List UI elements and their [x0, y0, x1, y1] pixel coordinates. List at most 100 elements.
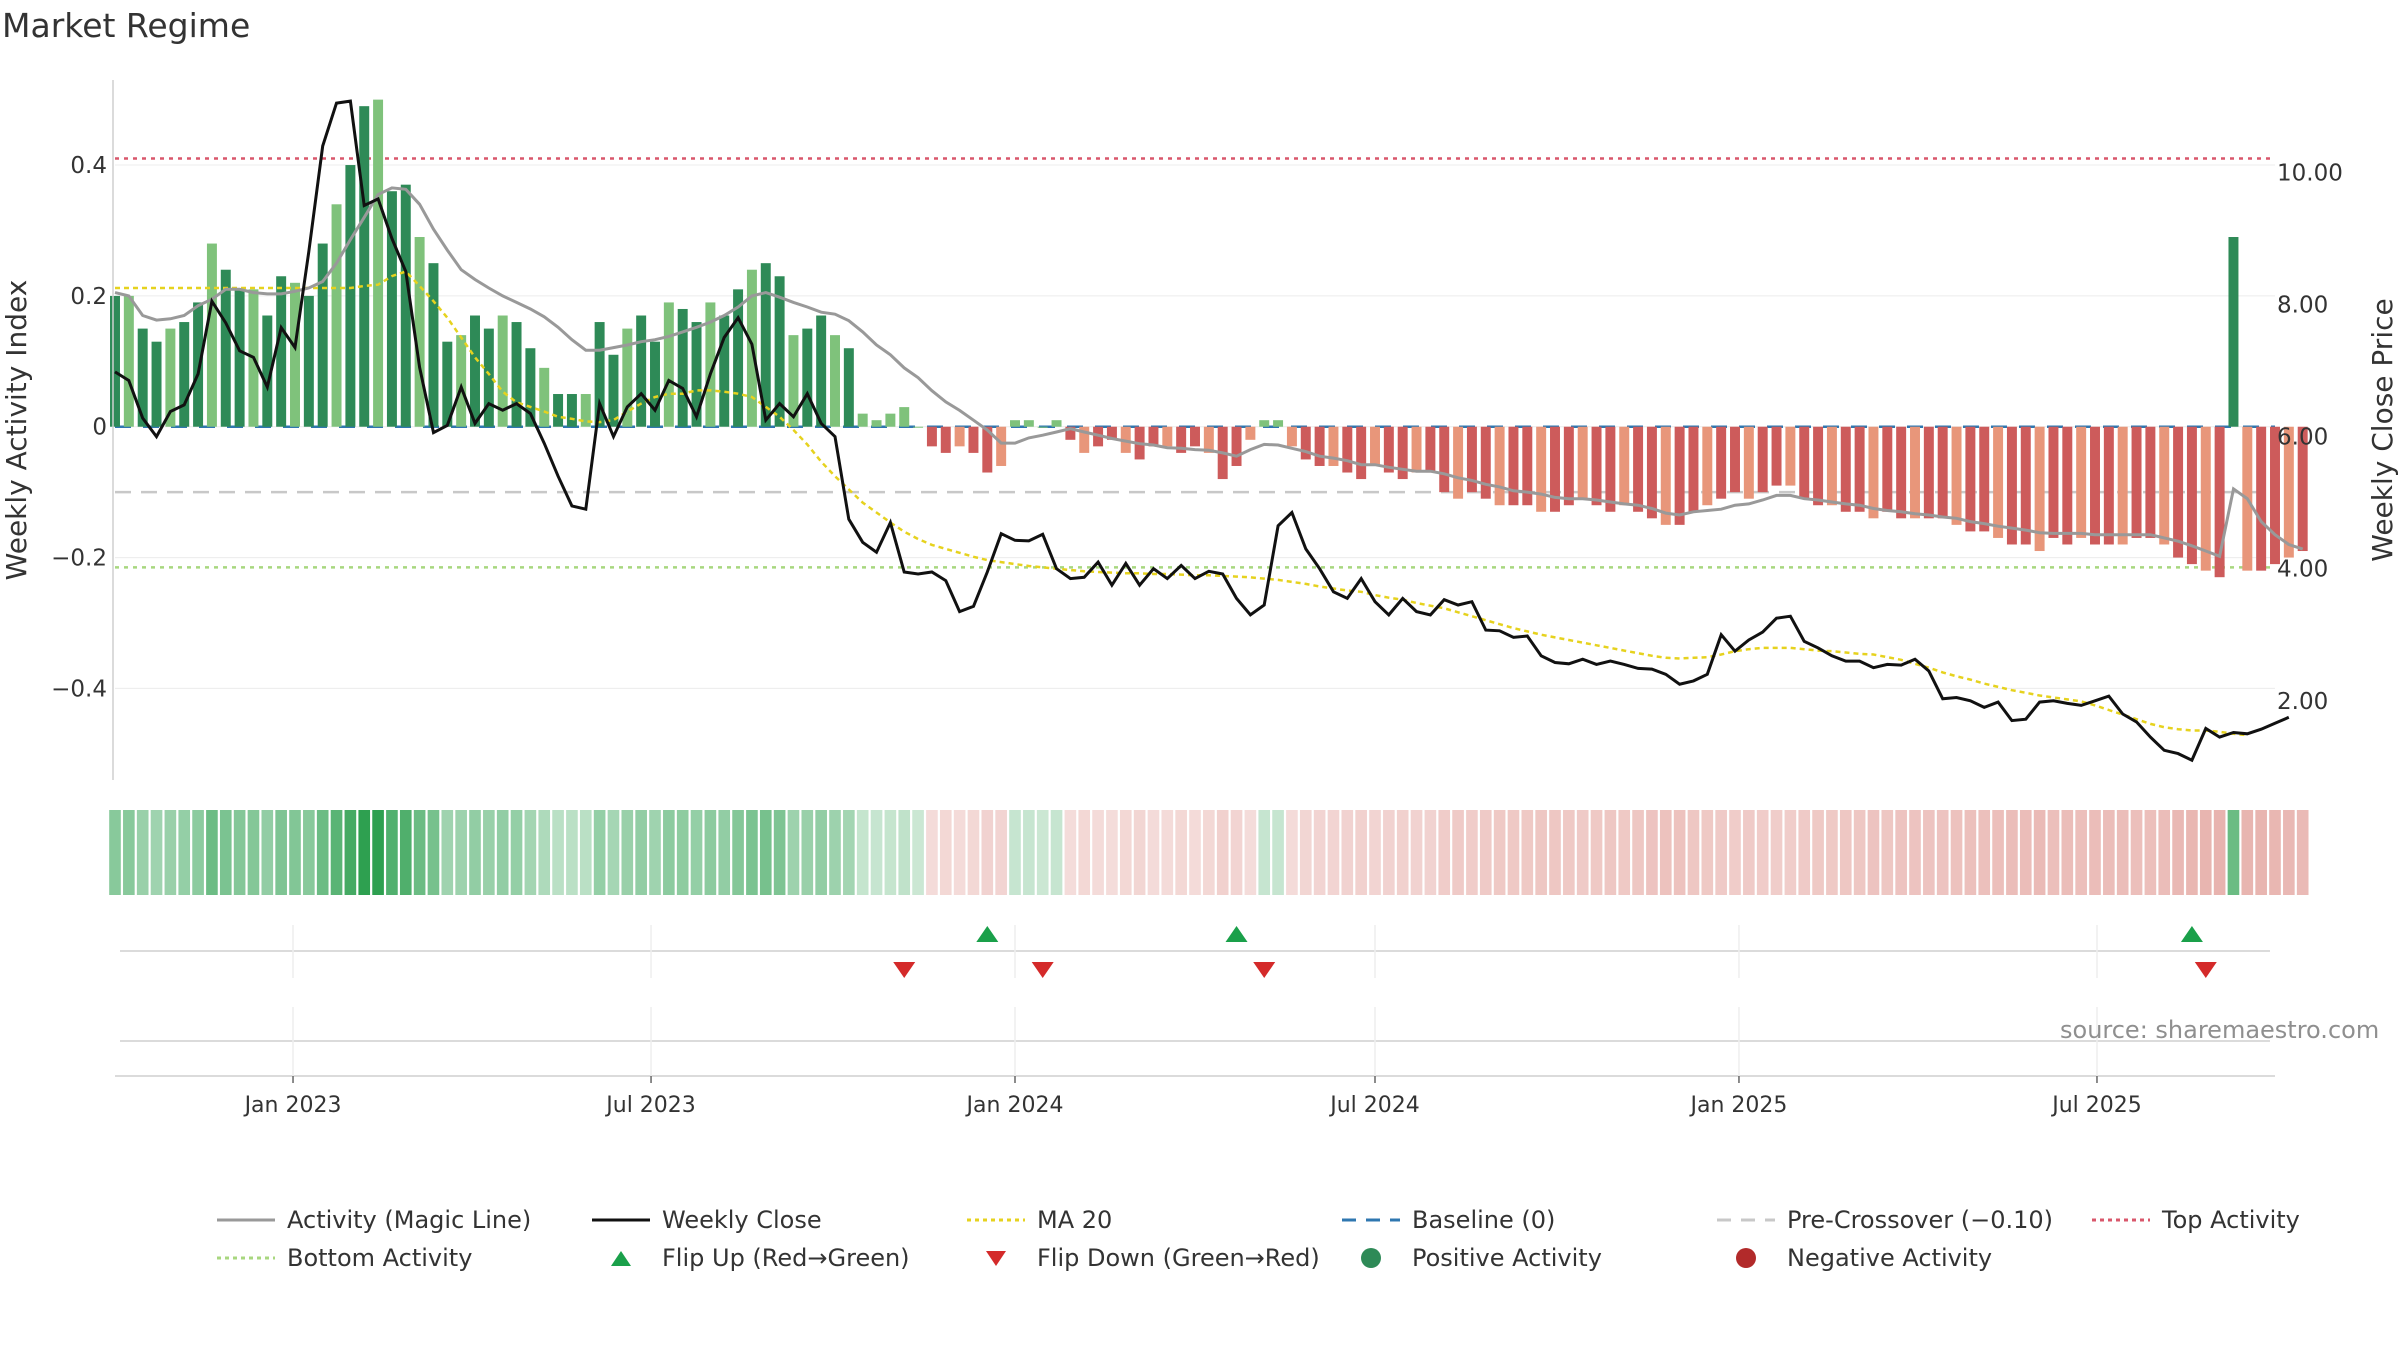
activity-bar [1674, 426, 1685, 525]
activity-bar [165, 328, 176, 427]
activity-bar [2145, 426, 2156, 538]
regime-strip-cell [2213, 810, 2226, 895]
activity-bar [1010, 420, 1020, 427]
legend-label: Baseline (0) [1412, 1206, 1556, 1234]
legend-item: Negative Activity [1715, 1243, 1992, 1273]
legend-swatch-icon [590, 1205, 652, 1235]
legend-item: Weekly Close [590, 1205, 822, 1235]
activity-bar [843, 348, 854, 427]
regime-strip-cell [1050, 810, 1063, 895]
activity-bar [303, 295, 314, 427]
activity-bar [2103, 426, 2114, 545]
activity-bar [663, 302, 674, 427]
activity-bar [1383, 426, 1394, 473]
regime-strip-cell [815, 810, 827, 895]
regime-strip-cell [704, 810, 717, 895]
activity-bar [954, 426, 965, 447]
activity-bar [2076, 426, 2087, 538]
regime-strip-layer [109, 810, 2309, 895]
activity-bar [2256, 426, 2267, 571]
regime-strip-cell [2061, 810, 2074, 895]
activity-bar [2214, 426, 2225, 578]
activity-bar [206, 243, 217, 427]
regime-strip-cell [1576, 810, 1589, 895]
regime-strip-cell [1216, 810, 1229, 895]
activity-bar [2131, 426, 2142, 538]
regime-strip-cell [1853, 810, 1866, 895]
regime-strip-cell [1521, 810, 1534, 895]
regime-strip-cell [1438, 810, 1451, 895]
regime-strip-cell [1798, 810, 1811, 895]
legend-swatch-icon [215, 1243, 277, 1273]
activity-bar [760, 263, 771, 427]
flip-up-marker [2180, 926, 2203, 942]
activity-bar [1466, 426, 1477, 493]
regime-strip-cell [1493, 810, 1506, 895]
regime-strip-cell [593, 810, 606, 895]
regime-strip-cell [1355, 810, 1367, 895]
activity-bar [511, 322, 522, 427]
y-right-tick-label: 10.00 [2277, 160, 2343, 186]
activity-bar [262, 315, 273, 427]
activity-bar [553, 394, 564, 427]
activity-bar [871, 420, 882, 427]
activity-bar [414, 237, 425, 427]
activity-bar [2283, 426, 2294, 558]
regime-strip-cell [676, 810, 689, 895]
activity-bar [1051, 420, 1062, 427]
activity-bar [1453, 426, 1464, 499]
activity-bar [2048, 426, 2059, 538]
regime-strip-cell [2047, 810, 2060, 895]
regime-strip-cell [510, 810, 523, 895]
regime-strip-cell [1909, 810, 1921, 895]
activity-bar [1190, 426, 1200, 447]
regime-strip-cell [1369, 810, 1381, 895]
regime-strip-cell [386, 810, 398, 895]
regime-strip-cell [2255, 810, 2267, 895]
regime-strip-cell [2269, 810, 2281, 895]
activity-bar [1826, 426, 1837, 506]
activity-bar [1203, 426, 1214, 453]
regime-strip-cell [746, 810, 758, 895]
activity-bar [1743, 426, 1754, 499]
regime-strip-cell [2019, 810, 2032, 895]
activity-bar [1065, 426, 1076, 440]
flip-down-marker [1031, 962, 1054, 978]
y-left-tick-label: 0.2 [70, 284, 107, 310]
activity-bar [442, 341, 453, 427]
regime-strip-cell [289, 810, 301, 895]
activity-bar [2270, 426, 2280, 565]
legend-row: Bottom Activity Flip Up (Red→Green) Flip D… [215, 1243, 2335, 1281]
ma20-line [115, 270, 2248, 737]
regime-strip-cell [427, 810, 440, 895]
regime-strip-cell [399, 810, 412, 895]
activity-bar [1979, 426, 1990, 532]
regime-strip-cell [1230, 810, 1243, 895]
regime-strip-cell [303, 810, 315, 895]
activity-bar [1605, 426, 1616, 512]
y-left-axis-label: Weekly Activity Index [0, 280, 33, 581]
regime-strip-cell [1258, 810, 1271, 895]
activity-bar [1411, 426, 1422, 473]
activity-bar [996, 426, 1007, 466]
regime-strip-cell [2241, 810, 2254, 895]
activity-bar [1494, 426, 1505, 506]
activity-bar [719, 315, 730, 427]
regime-strip-cell [372, 810, 384, 895]
regime-strip-cell [1812, 810, 1824, 895]
regime-strip-cell [732, 810, 744, 895]
regime-strip-cell [192, 810, 204, 895]
regime-strip-cell [1839, 810, 1852, 895]
regime-strip-cell [261, 810, 274, 895]
activity-bar [1079, 426, 1090, 453]
date-axis-layer: Jan 2023 Jul 2023 Jan 2024 Jul 2024 Jan 2025… [115, 1007, 2275, 1118]
regime-strip-cell [912, 810, 924, 895]
regime-strip-cell [219, 810, 232, 895]
activity-bar [1993, 426, 2004, 538]
legend-swatch-icon [965, 1243, 1027, 1273]
regime-strip-cell [1992, 810, 2004, 895]
activity-bar [497, 315, 508, 427]
flip-markers-layer [120, 925, 2270, 978]
activity-bar [1757, 426, 1768, 493]
regime-strip-cell [2130, 810, 2143, 895]
